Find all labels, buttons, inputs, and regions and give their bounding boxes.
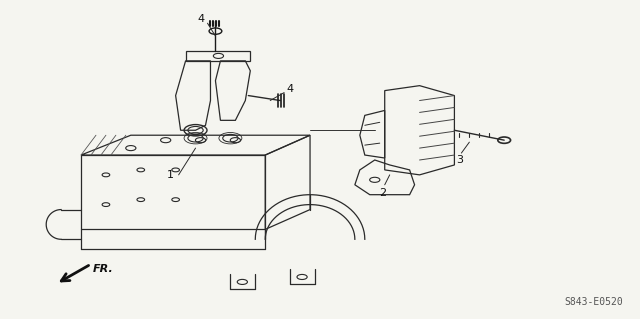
Text: 2: 2 — [379, 188, 387, 198]
Text: 4: 4 — [287, 84, 294, 93]
Text: 4: 4 — [197, 14, 204, 24]
Text: S843-E0520: S843-E0520 — [564, 297, 623, 307]
Text: 1: 1 — [167, 170, 174, 180]
Text: FR.: FR. — [93, 264, 114, 274]
Text: 3: 3 — [456, 155, 463, 165]
